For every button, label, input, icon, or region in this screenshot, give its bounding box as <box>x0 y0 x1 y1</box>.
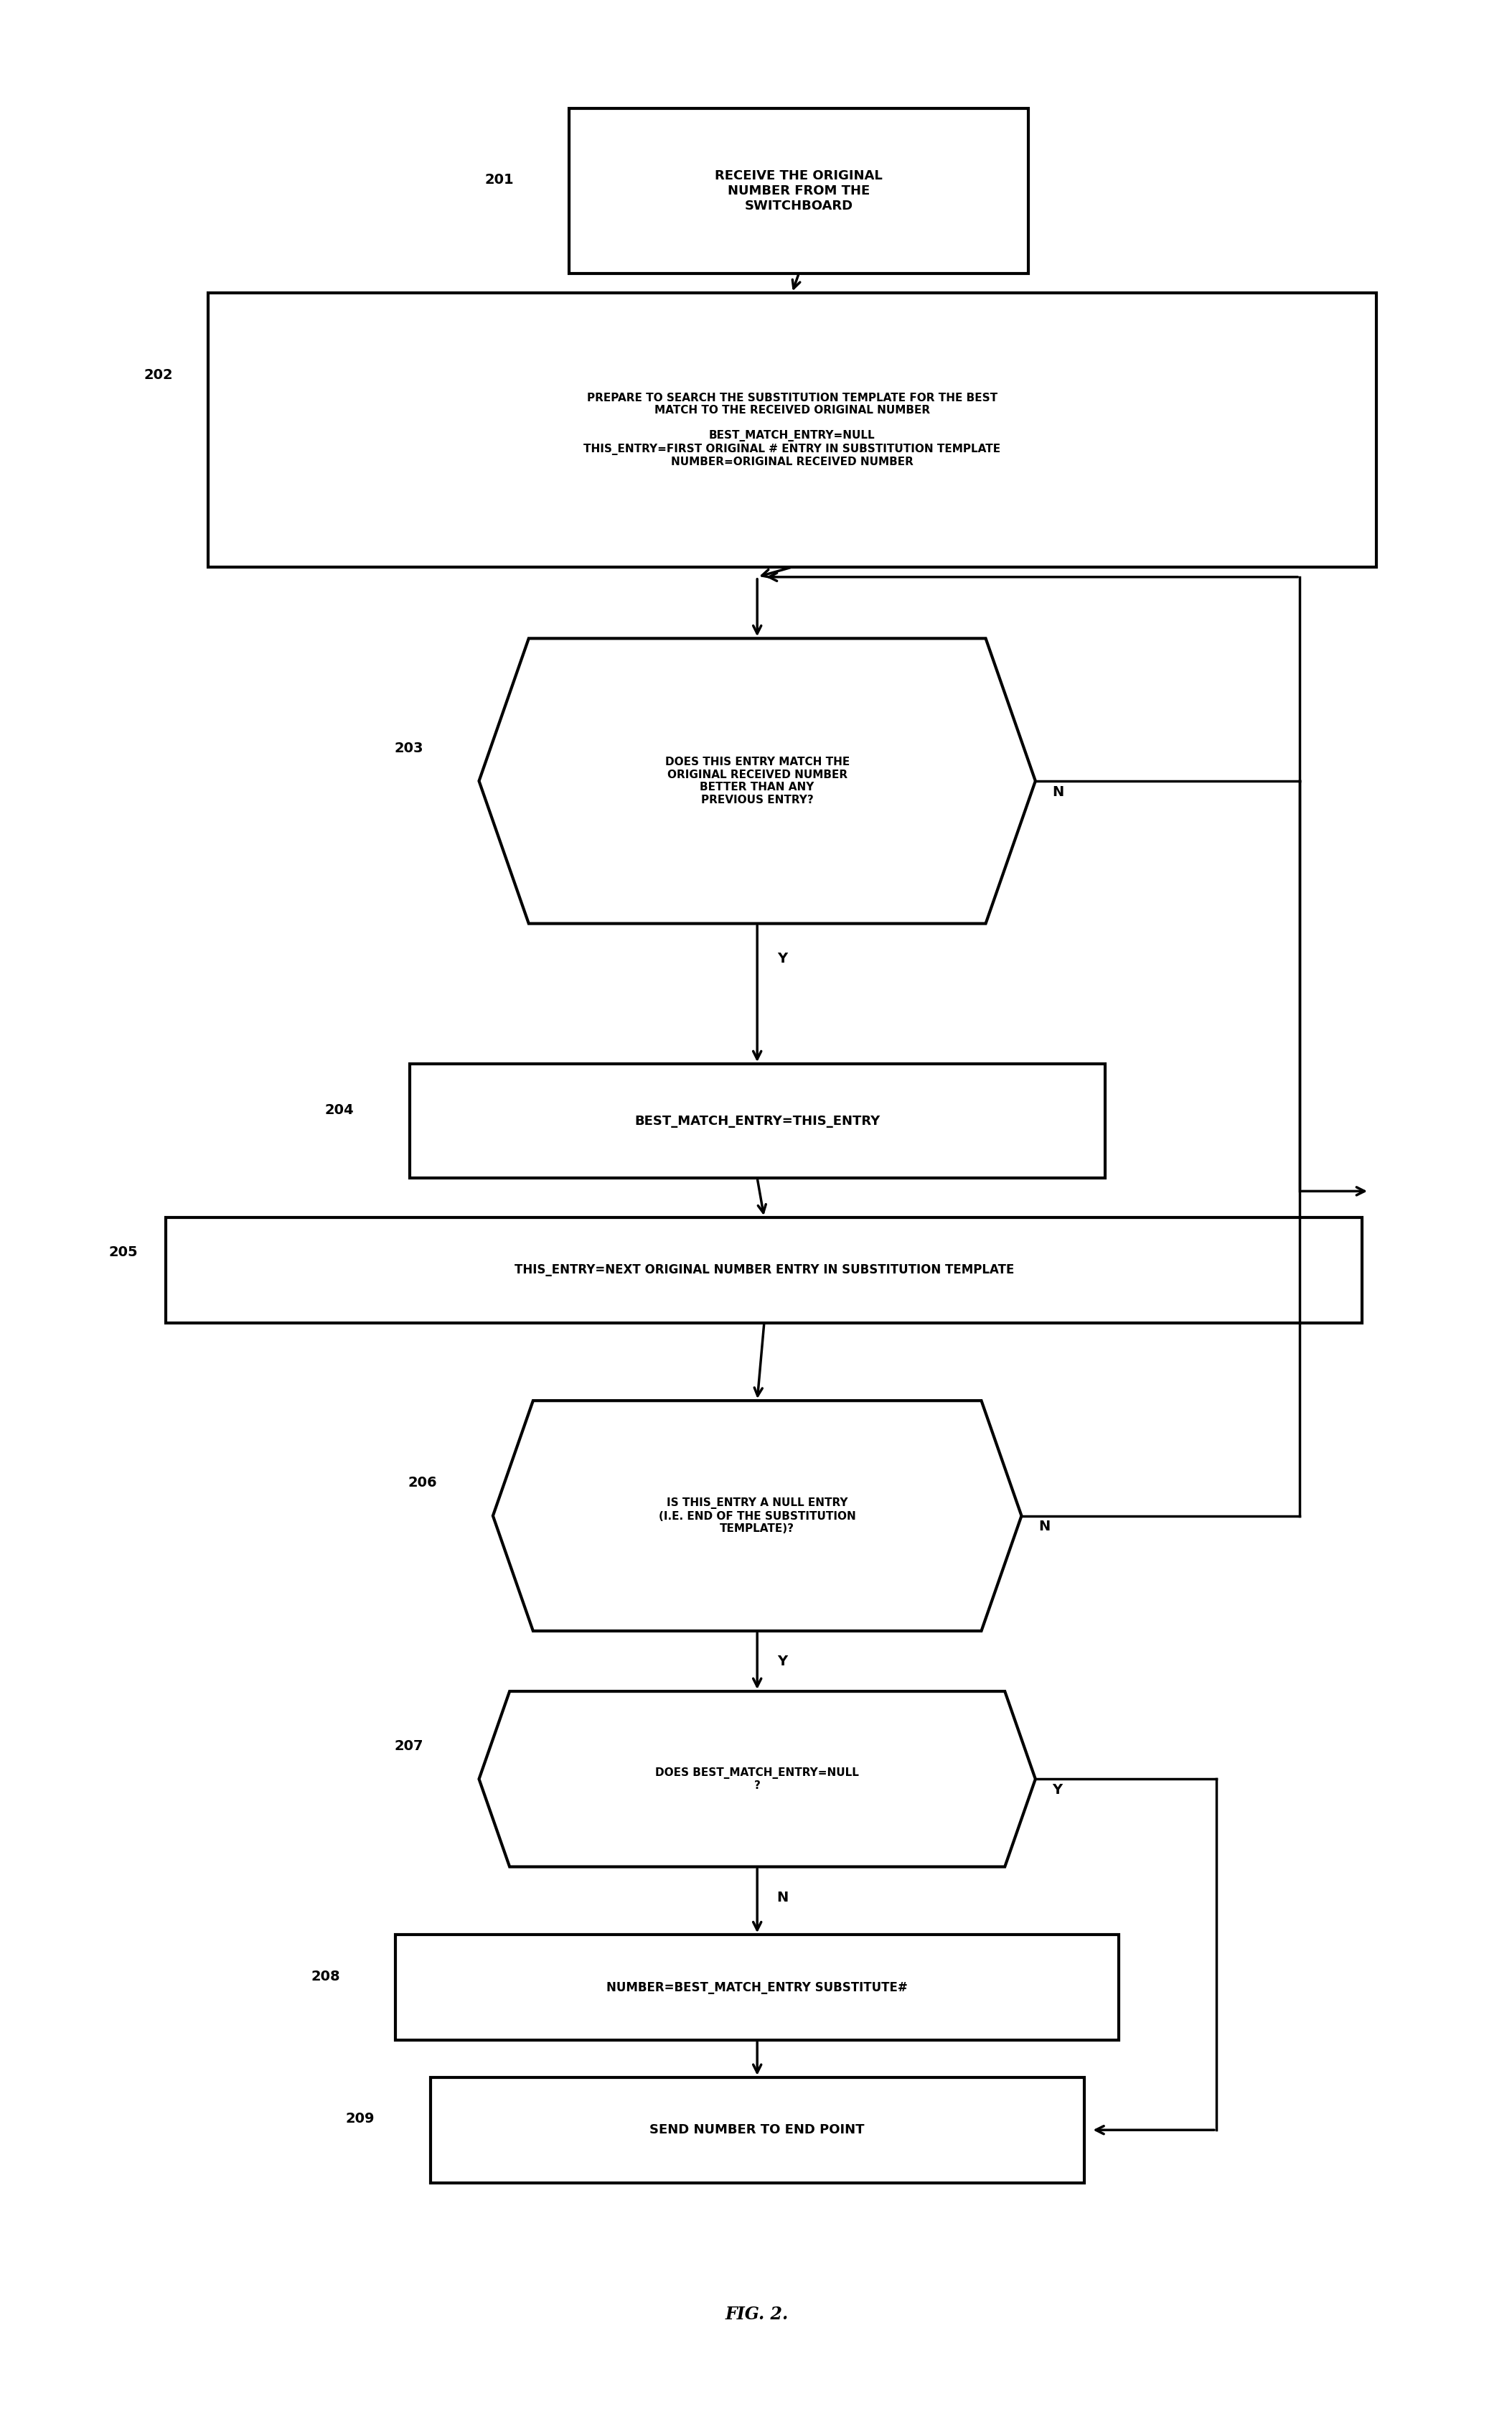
Text: 209: 209 <box>346 2112 375 2127</box>
Text: IS THIS_ENTRY A NULL ENTRY
(I.E. END OF THE SUBSTITUTION
TEMPLATE)?: IS THIS_ENTRY A NULL ENTRY (I.E. END OF … <box>659 1497 856 1533</box>
Text: N: N <box>1039 1521 1049 1533</box>
Text: THIS_ENTRY=NEXT ORIGINAL NUMBER ENTRY IN SUBSTITUTION TEMPLATE: THIS_ENTRY=NEXT ORIGINAL NUMBER ENTRY IN… <box>514 1264 1015 1276</box>
Text: Y: Y <box>777 952 788 966</box>
Text: FIG. 2.: FIG. 2. <box>726 2306 789 2323</box>
Bar <box>166 1218 1362 1322</box>
Bar <box>207 293 1376 567</box>
Text: 208: 208 <box>311 1969 340 1984</box>
Text: Y: Y <box>777 1654 788 1669</box>
Bar <box>431 2078 1084 2182</box>
Text: 206: 206 <box>408 1475 437 1490</box>
Text: 201: 201 <box>485 172 514 186</box>
Text: 204: 204 <box>325 1102 354 1117</box>
Text: 202: 202 <box>144 368 172 383</box>
Text: NUMBER=BEST_MATCH_ENTRY SUBSTITUTE#: NUMBER=BEST_MATCH_ENTRY SUBSTITUTE# <box>606 1981 907 1993</box>
Text: Y: Y <box>1052 1783 1063 1797</box>
Text: DOES BEST_MATCH_ENTRY=NULL
?: DOES BEST_MATCH_ENTRY=NULL ? <box>655 1768 859 1790</box>
Text: PREPARE TO SEARCH THE SUBSTITUTION TEMPLATE FOR THE BEST
MATCH TO THE RECEIVED O: PREPARE TO SEARCH THE SUBSTITUTION TEMPL… <box>584 392 1001 467</box>
Bar <box>410 1063 1105 1177</box>
Text: DOES THIS ENTRY MATCH THE
ORIGINAL RECEIVED NUMBER
BETTER THAN ANY
PREVIOUS ENTR: DOES THIS ENTRY MATCH THE ORIGINAL RECEI… <box>665 756 850 804</box>
Polygon shape <box>479 1691 1036 1867</box>
Text: N: N <box>777 1892 788 1904</box>
Text: 207: 207 <box>395 1739 423 1754</box>
Bar <box>570 109 1028 274</box>
Text: BEST_MATCH_ENTRY=THIS_ENTRY: BEST_MATCH_ENTRY=THIS_ENTRY <box>635 1114 880 1126</box>
Text: SEND NUMBER TO END POINT: SEND NUMBER TO END POINT <box>650 2124 865 2136</box>
Text: N: N <box>1052 785 1064 799</box>
Polygon shape <box>493 1400 1022 1630</box>
Bar <box>396 1935 1119 2039</box>
Text: RECEIVE THE ORIGINAL
NUMBER FROM THE
SWITCHBOARD: RECEIVE THE ORIGINAL NUMBER FROM THE SWI… <box>715 170 883 213</box>
Text: 205: 205 <box>109 1245 138 1259</box>
Polygon shape <box>479 639 1036 923</box>
Text: 203: 203 <box>395 741 423 756</box>
